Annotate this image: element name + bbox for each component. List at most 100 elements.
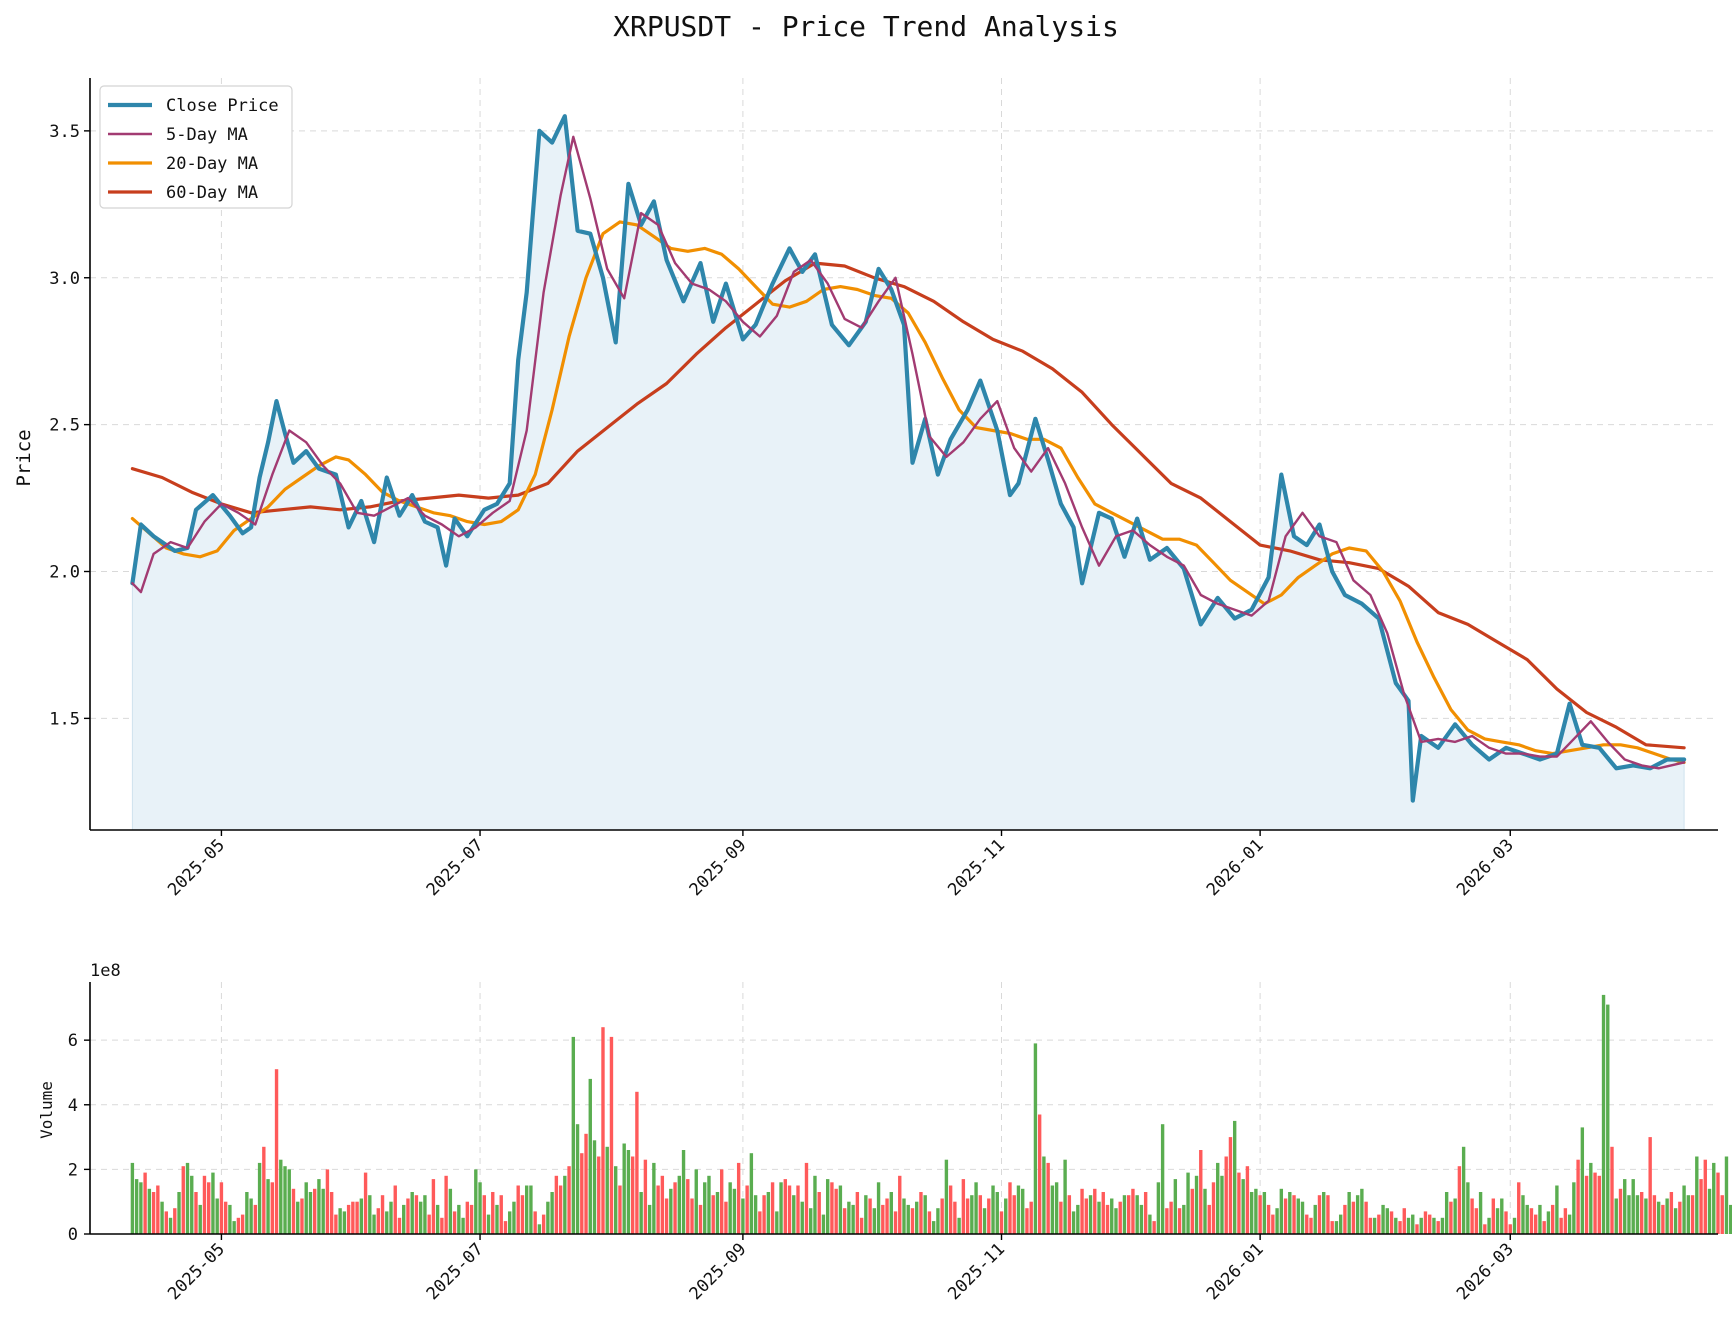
volume-bar bbox=[991, 1185, 995, 1234]
volume-bar bbox=[635, 1091, 639, 1234]
volume-bar bbox=[995, 1192, 999, 1234]
volume-bar bbox=[898, 1175, 902, 1234]
volume-bar bbox=[919, 1192, 923, 1234]
volume-bar bbox=[652, 1162, 656, 1234]
volume-bar bbox=[1508, 1224, 1512, 1234]
volume-bar bbox=[1529, 1208, 1534, 1234]
volume-bar bbox=[1635, 1195, 1640, 1234]
volume-bar bbox=[728, 1182, 732, 1234]
volume-bar bbox=[1631, 1179, 1635, 1234]
volume-bar bbox=[639, 1192, 643, 1234]
volume-bar bbox=[304, 1182, 308, 1234]
volume-bar bbox=[270, 1182, 274, 1234]
volume-bar bbox=[1364, 1201, 1368, 1234]
volume-bar bbox=[1343, 1204, 1347, 1234]
volume-bar bbox=[177, 1192, 181, 1234]
volume-bar bbox=[1661, 1204, 1665, 1234]
volume-bar bbox=[1402, 1208, 1406, 1234]
volume-bar bbox=[1300, 1201, 1305, 1234]
volume-bar bbox=[1322, 1192, 1326, 1234]
volume-bar bbox=[363, 1172, 368, 1234]
volume-bar bbox=[355, 1201, 359, 1234]
volume-bar bbox=[830, 1182, 834, 1234]
volume-bar bbox=[970, 1195, 974, 1234]
volume-bar bbox=[1190, 1188, 1194, 1234]
volume-bar bbox=[274, 1069, 279, 1234]
volume-bar bbox=[393, 1185, 397, 1234]
volume-bar bbox=[431, 1179, 436, 1234]
volume-bar bbox=[957, 1217, 961, 1234]
volume-bar bbox=[1351, 1201, 1356, 1234]
volume-bar bbox=[211, 1172, 215, 1234]
volume-bar bbox=[329, 1192, 334, 1234]
volume-bar bbox=[376, 1208, 380, 1234]
volume-bar bbox=[978, 1195, 983, 1234]
volume-bar bbox=[346, 1204, 351, 1234]
volume-bar bbox=[787, 1185, 792, 1234]
volume-bar bbox=[1360, 1188, 1364, 1234]
price-axis-label: Price bbox=[13, 429, 35, 486]
volume-bar bbox=[749, 1153, 754, 1234]
volume-bar bbox=[1228, 1137, 1233, 1234]
volume-bar bbox=[410, 1192, 414, 1234]
volume-bar bbox=[240, 1214, 245, 1234]
volume-bar bbox=[402, 1204, 406, 1234]
volume-bar bbox=[1567, 1214, 1572, 1234]
volume-bar bbox=[1305, 1214, 1309, 1234]
volume-bar bbox=[614, 1166, 618, 1234]
volume-bar bbox=[1182, 1204, 1186, 1234]
price-x-tick-label: 2026-03 bbox=[1453, 835, 1518, 900]
volume-bar bbox=[626, 1150, 631, 1234]
volume-bar bbox=[872, 1208, 877, 1234]
volume-bar bbox=[953, 1201, 957, 1234]
volume-bar bbox=[715, 1192, 720, 1234]
volume-bar bbox=[864, 1195, 868, 1234]
price-panel: 1.5 2.0 2.5 3.0 3.5 2025-05 2025-07 2025-09 2025… bbox=[13, 78, 1718, 900]
volume-bar bbox=[300, 1198, 304, 1234]
volume-bar bbox=[1517, 1182, 1521, 1234]
volume-bar bbox=[457, 1204, 461, 1234]
volume-bar bbox=[168, 1217, 173, 1234]
volume-bar bbox=[800, 1201, 804, 1234]
volume-bar bbox=[1394, 1217, 1398, 1234]
legend-label-ma60: 60-Day MA bbox=[166, 183, 258, 203]
volume-bar bbox=[414, 1195, 419, 1234]
volume-bar bbox=[974, 1182, 978, 1234]
volume-bar bbox=[1296, 1198, 1300, 1234]
volume-bar bbox=[452, 1211, 457, 1234]
volume-bar bbox=[160, 1201, 164, 1234]
volume-bar bbox=[758, 1211, 762, 1234]
volume-bar bbox=[1406, 1217, 1411, 1234]
volume-bars bbox=[130, 994, 1732, 1234]
volume-bar bbox=[219, 1182, 224, 1234]
volume-bar bbox=[1207, 1204, 1211, 1234]
volume-grid bbox=[90, 982, 1718, 1234]
volume-bar bbox=[825, 1179, 830, 1234]
volume-bar bbox=[1436, 1221, 1440, 1234]
volume-bar bbox=[1080, 1188, 1084, 1234]
volume-bar bbox=[156, 1185, 160, 1234]
price-x-tick-label: 2025-09 bbox=[686, 835, 751, 900]
volume-bar bbox=[1232, 1120, 1237, 1234]
volume-bar bbox=[134, 1179, 139, 1234]
volume-bar bbox=[130, 1162, 135, 1234]
price-y-tick-label: 3.0 bbox=[49, 269, 80, 289]
volume-bar bbox=[571, 1036, 576, 1234]
volume-bar bbox=[741, 1198, 745, 1234]
volume-bar bbox=[537, 1224, 542, 1234]
price-x-tick-label: 2025-11 bbox=[944, 835, 1009, 900]
volume-bar bbox=[703, 1182, 707, 1234]
volume-bar bbox=[190, 1175, 194, 1234]
volume-bar bbox=[940, 1198, 944, 1234]
volume-bar bbox=[1589, 1162, 1593, 1234]
volume-bar bbox=[279, 1159, 283, 1234]
volume-bar bbox=[1046, 1162, 1050, 1234]
volume-bar bbox=[1016, 1185, 1021, 1234]
volume-bar bbox=[1453, 1198, 1457, 1234]
volume-bar bbox=[1444, 1192, 1449, 1234]
volume-bar bbox=[605, 1146, 609, 1234]
volume-bar bbox=[1199, 1150, 1203, 1234]
volume-bar bbox=[1656, 1201, 1661, 1234]
volume-bar bbox=[1275, 1208, 1279, 1234]
